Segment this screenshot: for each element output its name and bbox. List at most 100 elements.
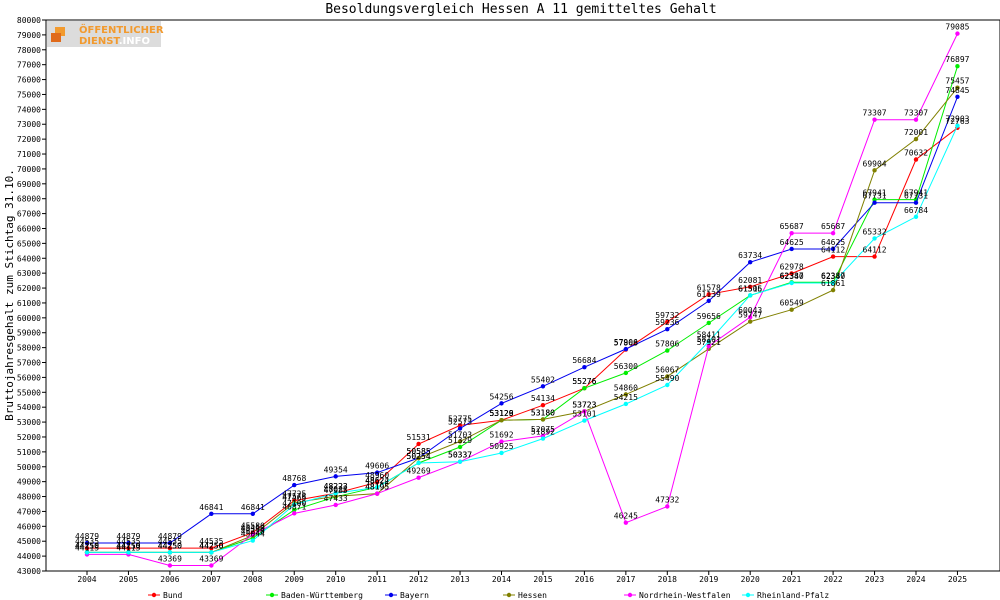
data-point-hessen — [623, 392, 629, 397]
data-label-hessen: 59747 — [738, 311, 762, 320]
data-label-bayern: 46841 — [241, 503, 265, 512]
data-label-baden-w-rttemberg: 61506 — [738, 284, 762, 293]
data-label-hessen: 48195 — [365, 483, 389, 492]
y-tick-label: 72000 — [17, 135, 41, 144]
data-label-baden-w-rttemberg: 67941 — [863, 189, 887, 198]
data-label-rheinland-pfalz: 45044 — [241, 530, 265, 539]
y-tick-label: 77000 — [17, 61, 41, 70]
data-label-nordrhein-westfalen: 47332 — [655, 495, 679, 504]
data-label-rheinland-pfalz: 47465 — [282, 494, 306, 503]
data-label-hessen: 45390 — [241, 524, 265, 533]
data-label-bund: 51531 — [407, 433, 431, 442]
data-label-hessen: 72001 — [904, 128, 928, 137]
data-label-rheinland-pfalz: 58411 — [697, 331, 721, 340]
y-tick-label: 78000 — [17, 46, 41, 55]
data-label-bayern: 44879 — [116, 532, 140, 541]
y-tick-label: 65000 — [17, 239, 41, 248]
data-point-bund — [872, 254, 877, 259]
data-point-bund — [84, 545, 90, 551]
data-label-baden-w-rttemberg: 47100 — [282, 499, 306, 508]
series-line-bayern — [87, 96, 958, 544]
data-point-nordrhein-westfalen — [416, 475, 421, 480]
y-tick-label: 49000 — [17, 478, 41, 487]
data-label-bayern: 55402 — [531, 375, 555, 384]
data-label-bayern: 74845 — [945, 86, 969, 95]
x-tick-label: 2018 — [658, 575, 677, 584]
y-tick-label: 68000 — [17, 195, 41, 204]
legend-label: Nordrhein-Westfalen — [639, 591, 731, 600]
data-label-bayern: 52573 — [448, 417, 472, 426]
data-label-nordrhein-westfalen: 48195 — [365, 483, 389, 492]
data-point-rheinland-pfalz — [292, 502, 297, 507]
data-label-bund: 64112 — [821, 246, 845, 255]
data-label-bund: 52775 — [448, 414, 472, 423]
data-label-bayern: 56684 — [572, 356, 596, 365]
data-point-nordrhein-westfalen — [623, 520, 629, 525]
data-label-baden-w-rttemberg: 62387 — [780, 271, 804, 280]
data-point-baden-w-rttemberg — [706, 320, 711, 326]
y-tick-label: 54000 — [17, 403, 41, 412]
data-label-bund: 57868 — [614, 339, 638, 348]
data-point-nordrhein-westfalen — [333, 502, 338, 508]
y-tick-label: 75000 — [17, 90, 41, 99]
data-point-hessen — [499, 417, 504, 423]
data-point-hessen — [416, 455, 421, 461]
data-label-bayern: 57906 — [614, 338, 638, 347]
data-point-rheinland-pfalz — [748, 293, 753, 298]
data-label-hessen: 53129 — [489, 409, 513, 418]
data-label-baden-w-rttemberg: 51329 — [448, 436, 472, 445]
data-point-nordrhein-westfalen — [955, 31, 960, 36]
data-point-rheinland-pfalz — [872, 236, 877, 241]
y-tick-label: 79000 — [17, 31, 41, 40]
data-label-baden-w-rttemberg: 48624 — [365, 476, 389, 485]
legend-swatch-marker — [506, 592, 512, 598]
data-label-rheinland-pfalz: 44250 — [199, 541, 223, 550]
x-tick-label: 2022 — [823, 575, 842, 584]
data-point-bayern — [665, 327, 670, 332]
data-label-bund: 44535 — [158, 537, 182, 546]
data-point-bayern — [789, 246, 794, 252]
data-label-bund: 54134 — [531, 394, 555, 403]
data-point-bayern — [706, 298, 711, 304]
y-tick-label: 61000 — [17, 299, 41, 308]
data-label-bund: 62081 — [738, 276, 762, 285]
data-label-hessen: 60549 — [780, 299, 804, 308]
data-point-nordrhein-westfalen — [748, 314, 753, 320]
data-label-bayern: 61139 — [697, 290, 721, 299]
x-tick-label: 2024 — [906, 575, 925, 584]
data-label-hessen: 44250 — [199, 541, 223, 550]
data-label-bund: 70632 — [904, 149, 928, 158]
series-line-bund — [87, 127, 958, 549]
legend-item-nordrhein-westfalen: Nordrhein-Westfalen — [624, 591, 731, 600]
data-label-rheinland-pfalz: 44250 — [158, 541, 182, 550]
data-point-baden-w-rttemberg — [292, 507, 297, 513]
data-label-baden-w-rttemberg: 62387 — [821, 271, 845, 280]
legend-swatch-marker — [269, 592, 275, 598]
legend-item-rheinland-pfalz: Rheinland-Pfalz — [742, 591, 829, 600]
data-label-nordrhein-westfalen: 53723 — [572, 400, 596, 409]
y-axis-label: Bruttojahresgehalt zum Stichtag 31.10. — [3, 169, 16, 421]
data-point-bayern — [167, 540, 173, 546]
x-tick-label: 2004 — [77, 575, 96, 584]
x-tick-label: 2017 — [616, 575, 635, 584]
x-tick-label: 2006 — [160, 575, 179, 584]
y-tick-label: 76000 — [17, 76, 41, 85]
plot-area-frame — [45, 19, 1000, 572]
data-label-nordrhein-westfalen: 46871 — [282, 502, 306, 511]
data-label-bayern: 63734 — [738, 251, 762, 260]
data-label-nordrhein-westfalen: 73307 — [904, 109, 928, 118]
data-label-rheinland-pfalz: 51892 — [531, 428, 555, 437]
data-point-baden-w-rttemberg — [665, 348, 670, 353]
legend-label: Rheinland-Pfalz — [757, 591, 829, 600]
data-label-baden-w-rttemberg: 47985 — [324, 486, 348, 495]
y-tick-label: 74000 — [17, 105, 41, 114]
data-point-nordrhein-westfalen — [499, 439, 504, 444]
series-line-rheinland-pfalz — [87, 125, 958, 553]
data-point-bayern — [872, 200, 877, 205]
y-tick-label: 46000 — [17, 522, 41, 531]
data-label-hessen: 69904 — [863, 159, 887, 168]
data-point-nordrhein-westfalen — [250, 532, 255, 537]
data-label-hessen: 48022 — [324, 485, 348, 494]
data-label-bayern: 44879 — [158, 532, 182, 541]
data-label-baden-w-rttemberg: 45220 — [241, 527, 265, 536]
